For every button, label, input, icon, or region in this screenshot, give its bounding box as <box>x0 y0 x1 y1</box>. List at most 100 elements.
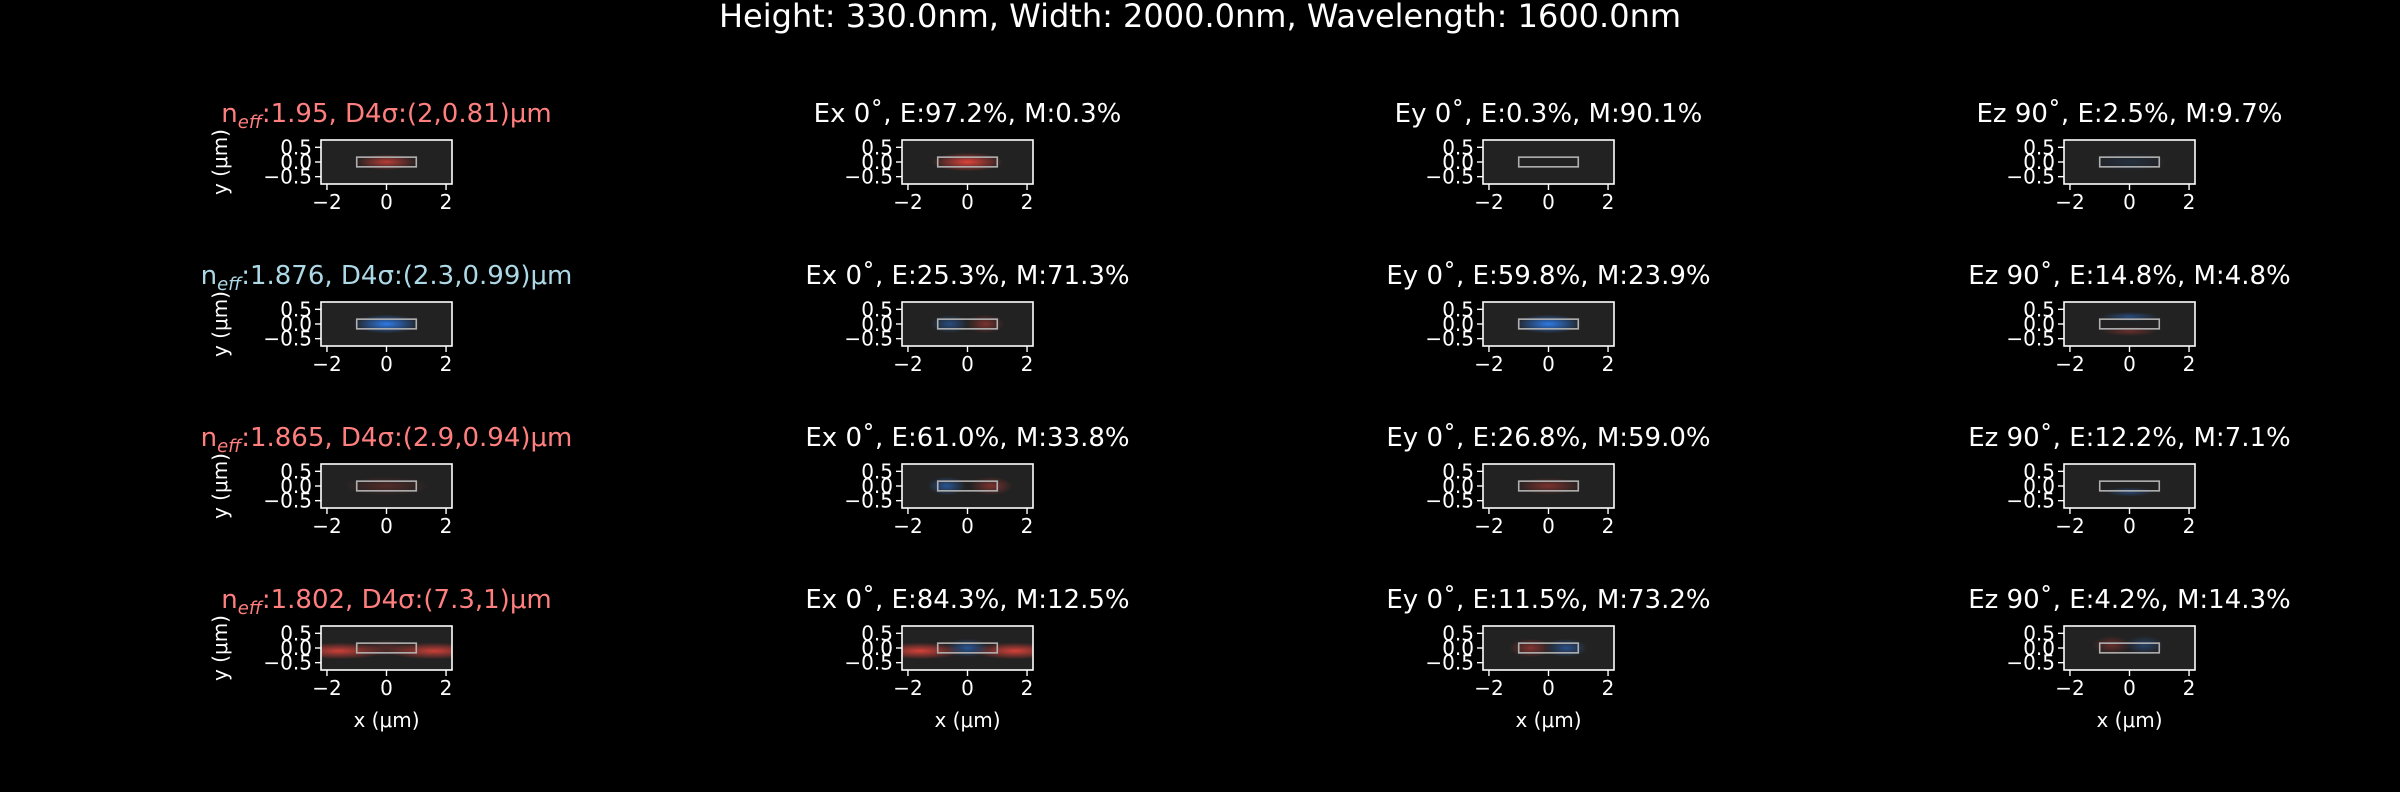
x-tick-label: 2 <box>2183 676 2196 700</box>
y-tick-label: 0.0 <box>861 312 893 336</box>
x-tick-label: −2 <box>2055 190 2084 214</box>
plot-area <box>2064 464 2195 508</box>
x-tick-label: −2 <box>312 514 341 538</box>
y-tick-label: −0.5 <box>1425 489 1474 513</box>
panel-title: Ez 90˚, E:2.5%, M:9.7% <box>1977 99 2283 129</box>
y-tick-label: 0.0 <box>1442 150 1474 174</box>
y-tick-label: 0.5 <box>2023 297 2055 321</box>
x-tick-label: 0 <box>2123 514 2136 538</box>
y-tick-label: 0.5 <box>280 621 312 645</box>
negative-field-lobe <box>946 638 989 658</box>
x-tick-label: 2 <box>440 676 453 700</box>
x-tick-label: 0 <box>1542 676 1555 700</box>
panel-r1-c4: −2 0 2 0.50.0−0.5 Ez 90˚, E:2.5%, M:9.7% <box>1977 99 2283 214</box>
x-tick-label: 2 <box>440 514 453 538</box>
y-tick-label: 0.5 <box>1442 621 1474 645</box>
x-tick-label: 0 <box>1542 352 1555 376</box>
waveguide-outline <box>936 642 999 654</box>
waveguide-outline <box>355 480 418 492</box>
x-tick-label: 0 <box>380 514 393 538</box>
y-tick-label: −0.5 <box>2006 165 2055 189</box>
y-tick-label: 0.0 <box>1442 474 1474 498</box>
y-tick-label: −0.5 <box>2006 489 2055 513</box>
negative-field-lobe <box>1515 314 1582 334</box>
x-tick-label: −2 <box>893 514 922 538</box>
negative-field-lobe <box>353 314 420 334</box>
y-tick-label: −0.5 <box>1425 165 1474 189</box>
x-tick-label: 0 <box>2123 352 2136 376</box>
y-tick-label: −0.5 <box>263 489 312 513</box>
panel-r3-c1: −2 0 2 0.50.0−0.5 neff:1.865, D4σ:(2.9,0.94)… <box>201 423 573 538</box>
x-tick-label: 0 <box>380 352 393 376</box>
x-tick-label: −2 <box>893 676 922 700</box>
positive-field-lobe <box>2092 635 2131 655</box>
y-tick-label: 0.5 <box>1442 459 1474 483</box>
y-tick-label: 0.5 <box>2023 135 2055 159</box>
x-tick-label: 2 <box>1021 514 1034 538</box>
y-tick-label: −0.5 <box>263 165 312 189</box>
x-axis-label: x (μm) <box>353 708 419 732</box>
x-tick-label: 0 <box>1542 514 1555 538</box>
negative-field-lobe <box>2091 152 2168 172</box>
y-tick-label: 0.5 <box>1442 297 1474 321</box>
y-tick-label: 0.0 <box>1442 636 1474 660</box>
x-axis-label: x (μm) <box>1515 708 1581 732</box>
x-tick-label: −2 <box>2055 352 2084 376</box>
y-tick-label: −0.5 <box>844 489 893 513</box>
y-axis-label: y (μm) <box>208 129 232 195</box>
panel-title: Ez 90˚, E:4.2%, M:14.3% <box>1968 585 2291 615</box>
y-tick-label: 0.5 <box>861 135 893 159</box>
panel-title: Ey 0˚, E:59.8%, M:23.9% <box>1386 261 1710 291</box>
panel-title: Ez 90˚, E:14.8%, M:4.8% <box>1968 261 2291 291</box>
y-tick-label: −0.5 <box>263 651 312 675</box>
waveguide-outline <box>2098 318 2161 330</box>
x-tick-label: 0 <box>2123 190 2136 214</box>
panel-r4-c2: −2 0 2 0.50.0−0.5 Ex 0˚, E:84.3%, M:12.5% x (… <box>805 585 1129 732</box>
x-tick-label: −2 <box>1474 514 1503 538</box>
negative-field-lobe <box>2105 487 2154 497</box>
y-tick-label: 0.5 <box>2023 459 2055 483</box>
negative-field-lobe <box>2125 635 2164 655</box>
y-tick-label: 0.5 <box>2023 621 2055 645</box>
panel-title: Ez 90˚, E:12.2%, M:7.1% <box>1968 423 2291 453</box>
panel-title: Ex 0˚, E:25.3%, M:71.3% <box>805 261 1129 291</box>
y-tick-label: 0.5 <box>280 297 312 321</box>
waveguide-outline <box>2098 480 2161 492</box>
y-tick-label: −0.5 <box>1425 651 1474 675</box>
x-tick-label: 0 <box>380 190 393 214</box>
waveguide-outline <box>355 318 418 330</box>
x-tick-label: 0 <box>961 514 974 538</box>
waveguide-outline <box>936 480 999 492</box>
x-tick-label: 2 <box>1602 514 1615 538</box>
x-tick-label: 2 <box>440 352 453 376</box>
panel-title: Ey 0˚, E:11.5%, M:73.2% <box>1386 585 1710 615</box>
x-tick-label: −2 <box>312 676 341 700</box>
x-tick-label: −2 <box>1474 190 1503 214</box>
positive-field-lobe <box>355 154 418 170</box>
panel-r4-c3: −2 0 2 0.50.0−0.5 Ey 0˚, E:11.5%, M:73.2% x (… <box>1386 585 1710 732</box>
mode-label: neff:1.802, D4σ:(7.3,1)μm <box>221 585 551 619</box>
x-tick-label: 0 <box>961 676 974 700</box>
negative-field-lobe <box>930 314 969 334</box>
panel-r4-c1: −2 0 2 0.50.0−0.5 neff:1.802, D4σ:(7.3,1)μmy… <box>208 585 552 732</box>
x-tick-label: 0 <box>961 190 974 214</box>
panel-r1-c3: −2 0 2 0.50.0−0.5 Ey 0˚, E:0.3%, M:90.1% <box>1395 99 1703 214</box>
y-tick-label: −0.5 <box>844 327 893 351</box>
panel-title: Ey 0˚, E:26.8%, M:59.0% <box>1386 423 1710 453</box>
waveguide-outline <box>2098 642 2161 654</box>
y-tick-label: 0.0 <box>2023 636 2055 660</box>
y-tick-label: 0.0 <box>2023 150 2055 174</box>
x-tick-label: 0 <box>380 676 393 700</box>
y-tick-label: 0.5 <box>861 621 893 645</box>
x-tick-label: 2 <box>1021 676 1034 700</box>
y-tick-label: 0.5 <box>1442 135 1474 159</box>
waveguide-outline <box>2098 156 2161 168</box>
y-tick-label: −0.5 <box>263 327 312 351</box>
positive-field-lobe <box>1515 477 1582 495</box>
panel-title: Ey 0˚, E:0.3%, M:90.1% <box>1395 99 1703 129</box>
waveguide-outline <box>355 156 418 168</box>
x-tick-label: 2 <box>2183 514 2196 538</box>
x-tick-label: −2 <box>893 190 922 214</box>
figure-title: Height: 330.0nm, Width: 2000.0nm, Wavele… <box>718 0 1682 35</box>
x-tick-label: 2 <box>1021 352 1034 376</box>
